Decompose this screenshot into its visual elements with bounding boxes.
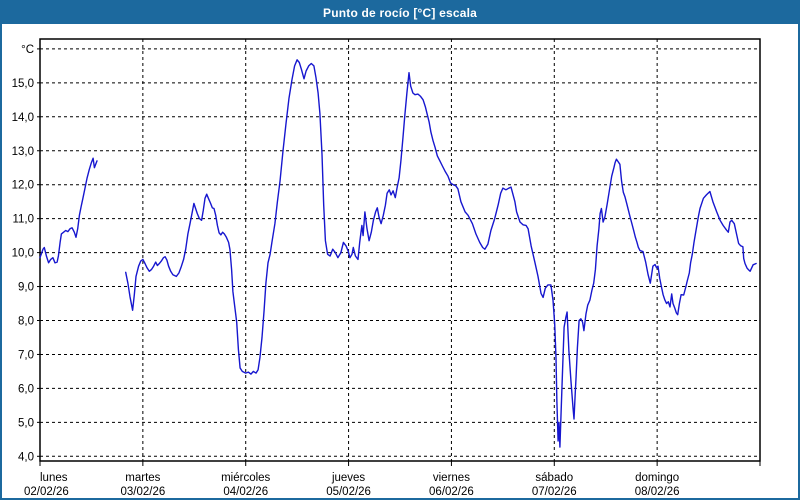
day-name-label: jueves	[331, 472, 365, 484]
day-name-label: martes	[125, 472, 160, 484]
data-series	[39, 59, 757, 448]
y-tick-label: 6,0	[18, 383, 34, 395]
dew-point-series	[39, 157, 98, 264]
chart-area: 4,0 5,0 6,0 7,0 8,0 9,0 10,0 11,0 12,0 13,0 14,0 15…	[2, 24, 798, 498]
y-tick-label: 11,0	[12, 214, 34, 226]
day-date-label: 06/02/26	[429, 486, 474, 498]
dew-point-series	[125, 59, 757, 448]
day-name-label: domingo	[635, 472, 679, 484]
day-date-label: 04/02/26	[223, 486, 268, 498]
y-tick-label: 4,0	[18, 451, 34, 463]
day-date-label: 08/02/26	[635, 486, 680, 498]
day-date-label: 02/02/26	[24, 486, 69, 498]
y-tick-label: 10,0	[12, 248, 34, 260]
gridlines	[40, 39, 760, 461]
y-tick-label: 13,0	[12, 146, 34, 158]
dew-point-line-chart: 4,0 5,0 6,0 7,0 8,0 9,0 10,0 11,0 12,0 13,0 14,0 15…	[12, 38, 761, 498]
day-date-label: 05/02/26	[326, 486, 371, 498]
y-tick-label: 15,0	[12, 78, 34, 90]
day-name-label: lunes	[40, 472, 68, 484]
y-tick-label: 8,0	[18, 316, 34, 328]
day-name-label: sábado	[535, 472, 573, 484]
window-title: Punto de rocío [°C] escala	[322, 6, 478, 20]
y-tick-label: 9,0	[18, 282, 34, 294]
title-bar: Punto de rocío [°C] escala	[2, 2, 798, 24]
day-name-label: miércoles	[221, 472, 270, 484]
y-tick-label: 7,0	[18, 349, 34, 361]
y-tick-label: 14,0	[12, 112, 34, 124]
y-tick-label: 12,0	[12, 180, 34, 192]
day-date-label: 07/02/26	[532, 486, 577, 498]
y-axis-unit: °C	[21, 44, 34, 56]
plot-border	[39, 38, 761, 462]
axes	[37, 38, 761, 466]
day-date-label: 03/02/26	[120, 486, 165, 498]
day-name-label: viernes	[433, 472, 470, 484]
y-tick-label: 5,0	[18, 417, 34, 429]
axis-labels: 4,0 5,0 6,0 7,0 8,0 9,0 10,0 11,0 12,0 13,0 14,0 15…	[12, 44, 680, 498]
